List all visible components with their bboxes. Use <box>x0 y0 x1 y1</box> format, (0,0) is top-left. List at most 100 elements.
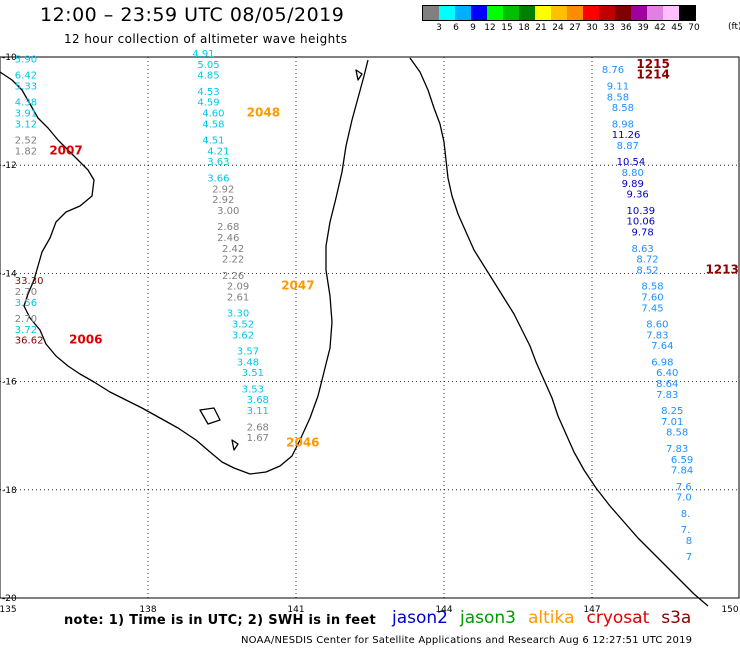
island-2 <box>231 439 239 451</box>
axis-tick-labels: 135 138 141 144 147 150 -10 -12 -14 -16 -18 -20 <box>0 53 739 615</box>
legend-swatch <box>439 6 455 20</box>
wave-height-value: 8.98 <box>612 119 634 130</box>
pass-number-label: 2048 <box>247 106 280 120</box>
wave-height-value: 1.67 <box>247 433 269 444</box>
legend-label: 6 <box>453 23 459 33</box>
wave-height-value: 4.59 <box>197 98 219 109</box>
wave-height-value: 3.66 <box>207 173 229 184</box>
legend-swatch <box>615 6 631 20</box>
wave-height-value: 9.89 <box>622 179 644 190</box>
wave-height-value: 3.30 <box>227 309 249 320</box>
wave-height-value: 4.21 <box>207 146 229 157</box>
wave-height-value: 8.52 <box>636 265 658 276</box>
legend-swatch <box>631 6 647 20</box>
wave-height-value: 11.26 <box>612 130 641 141</box>
satellite-legend-jason2: jason2 <box>392 608 448 628</box>
legend-label: 30 <box>586 23 598 33</box>
wave-height-value: 3.11 <box>247 406 269 417</box>
wave-height-value: 2.09 <box>227 282 249 293</box>
wave-height-value: 1.82 <box>15 146 37 157</box>
wave-height-value: 5.90 <box>15 54 37 65</box>
legend-swatch <box>679 6 695 20</box>
legend-label: 42 <box>654 23 666 33</box>
legend-swatch <box>567 6 583 20</box>
wave-height-value: 8.58 <box>641 282 663 293</box>
wave-height-value: 7.6 <box>676 482 692 493</box>
lat-tick-label: -12 <box>2 161 17 171</box>
wave-height-value: 9.78 <box>631 228 653 239</box>
legend-label: 24 <box>552 23 564 33</box>
legend-swatch <box>535 6 551 20</box>
wave-height-value: 7.60 <box>641 292 663 303</box>
legend-label: 12 <box>484 23 496 33</box>
wave-height-value: 3.52 <box>232 320 254 331</box>
wave-height-value: 8.58 <box>607 92 629 103</box>
map-title: 12:00 – 23:59 UTC 08/05/2019 <box>40 4 345 26</box>
wave-height-value: 8 <box>686 536 692 547</box>
wave-height-value: 10.39 <box>627 206 656 217</box>
legend-label: 27 <box>569 23 581 33</box>
legend-swatch <box>455 6 471 20</box>
wave-height-value: 8.72 <box>636 255 658 266</box>
legend-swatch <box>503 6 519 20</box>
satellite-legend-cryosat: cryosat <box>586 608 650 628</box>
wave-height-value: 3.62 <box>232 330 254 341</box>
wave-height-value: 7. <box>681 525 691 536</box>
legend-swatch <box>519 6 535 20</box>
wave-height-value: 2.22 <box>222 255 244 266</box>
satellite-legend: jason2 jason3 altika cryosat s3a <box>392 608 691 628</box>
wave-height-value: 4.85 <box>197 71 219 82</box>
wave-height-value: 3.48 <box>237 357 259 368</box>
wave-height-value: 3.00 <box>217 206 239 217</box>
legend-label: 21 <box>535 23 547 33</box>
lon-tick-label: 144 <box>435 605 452 615</box>
legend-label: 15 <box>501 23 513 33</box>
wave-height-value: 2.92 <box>212 184 234 195</box>
wave-height-value: 8.80 <box>622 168 644 179</box>
pass-number-label: 2006 <box>69 333 102 347</box>
legend-swatch <box>487 6 503 20</box>
legend-label: 33 <box>603 23 615 33</box>
island-3 <box>199 407 221 425</box>
wave-height-value: 2.52 <box>15 136 37 147</box>
lat-lon-grid <box>0 57 740 598</box>
pass-number-label: 1215 <box>636 57 669 71</box>
wave-height-value: 5.05 <box>197 60 219 71</box>
legend-swatch <box>647 6 663 20</box>
wave-height-value: 2.70 <box>15 314 37 325</box>
wave-height-value: 8.63 <box>631 244 653 255</box>
lon-tick-label: 147 <box>583 605 600 615</box>
wave-height-value: 7.64 <box>651 341 673 352</box>
lat-tick-label: -10 <box>2 53 17 63</box>
legend-swatch <box>471 6 487 20</box>
wave-height-value: 3.57 <box>237 347 259 358</box>
wave-height-value: 2.92 <box>212 195 234 206</box>
pass-number-label: 1213 <box>705 262 738 276</box>
legend-label: 36 <box>620 23 632 33</box>
coastline <box>0 57 709 607</box>
wave-height-value: 36.62 <box>15 336 44 347</box>
wave-height-value: 7.01 <box>661 417 683 428</box>
wave-height-value: 10.54 <box>617 157 646 168</box>
map-border <box>0 56 740 599</box>
wave-height-value: 2.68 <box>217 222 239 233</box>
coastline-east <box>409 57 709 607</box>
wave-height-value: 7.84 <box>671 466 693 477</box>
wave-height-value: 9.11 <box>607 81 629 92</box>
footer-note: note: 1) Time is in UTC; 2) SWH is in fe… <box>64 613 376 628</box>
wave-height-value: 4.91 <box>192 49 214 60</box>
wave-height-value: 3.51 <box>242 368 264 379</box>
wave-height-value: 6.40 <box>656 368 678 379</box>
legend-swatch <box>599 6 615 20</box>
wave-height-value: 3.91 <box>15 109 37 120</box>
wave-height-value: 8.87 <box>617 141 639 152</box>
pass-number-label: 2046 <box>286 436 319 450</box>
legend-swatch <box>551 6 567 20</box>
legend-label: 3 <box>436 23 442 33</box>
wave-height-value: 7.83 <box>646 330 668 341</box>
wave-height-value: 9.36 <box>627 190 649 201</box>
wave-height-value: 4.51 <box>202 136 224 147</box>
wave-height-value: 3.53 <box>242 384 264 395</box>
wave-height-value: 3.56 <box>15 298 37 309</box>
satellite-legend-jason3: jason3 <box>460 608 516 628</box>
